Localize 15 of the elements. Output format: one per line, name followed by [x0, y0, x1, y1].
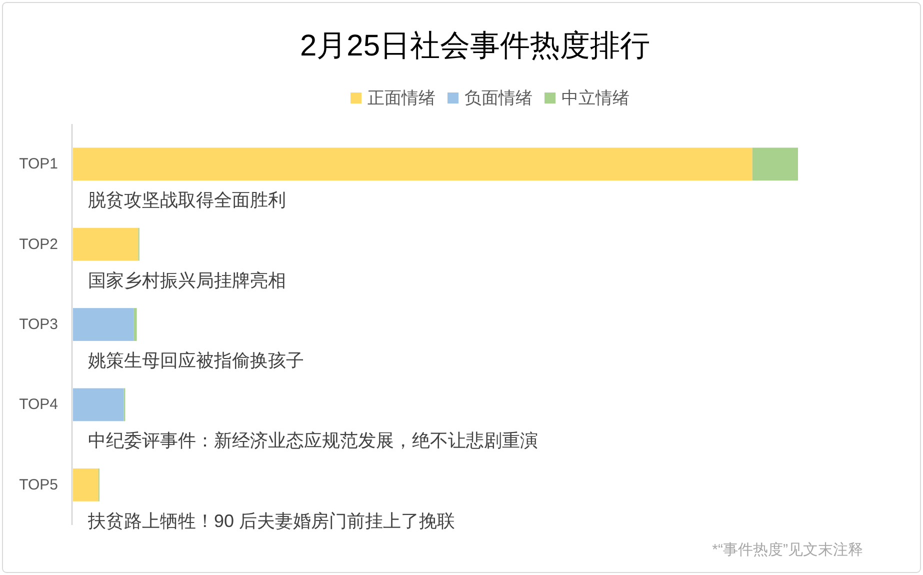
annotation: 扶贫路上牺牲！90 后夫妻婚房门前挂上了挽联: [88, 510, 456, 531]
y-tick-label: TOP2: [19, 236, 58, 253]
note: *“事件热度”见文末注释: [712, 542, 863, 558]
title: 2月25日社会事件热度排行: [300, 30, 650, 62]
annotation: 脱贫攻坚战取得全面胜利: [88, 190, 286, 210]
annotation: 中纪委评事件：新经济业态应规范发展，绝不让悲剧重演: [88, 430, 538, 451]
y-tick-label: TOP4: [19, 396, 58, 414]
legend-label: 负面情绪: [464, 88, 532, 108]
legend-label: 正面情绪: [368, 88, 436, 108]
y-tick-label: TOP3: [19, 316, 58, 333]
annotation: 姚策生母回应被指偷换孩子: [88, 350, 304, 370]
annotation: 国家乡村振兴局挂牌亮相: [88, 270, 286, 290]
legend-label: 中立情绪: [562, 88, 630, 108]
y-tick-label: TOP5: [19, 476, 58, 494]
y-tick-label: TOP1: [19, 156, 58, 173]
